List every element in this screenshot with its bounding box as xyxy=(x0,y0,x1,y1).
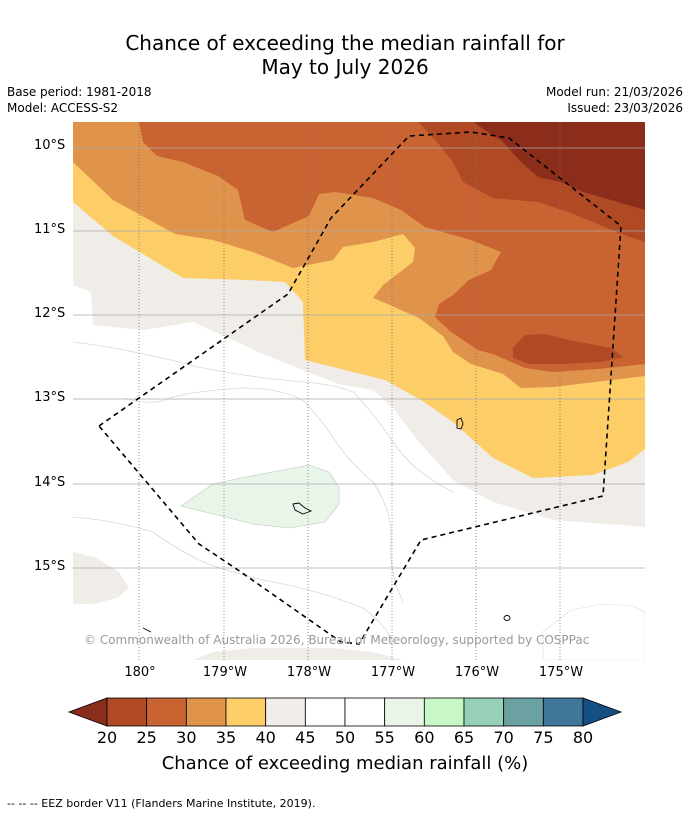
colorbar-extend-low xyxy=(67,697,108,727)
colorbar-tick: 60 xyxy=(414,728,435,747)
colorbar-cell xyxy=(542,697,584,727)
colorbar-cell xyxy=(384,697,425,727)
colorbar-tick: 80 xyxy=(572,728,594,747)
colorbar-tick: 45 xyxy=(295,728,316,747)
lat-label-11s: 11°S xyxy=(34,222,66,237)
base-period: Base period: 1981-2018 xyxy=(7,85,152,99)
contour-line xyxy=(124,387,404,603)
attribution: © Commonwealth of Australia 2026, Bureau… xyxy=(84,633,590,647)
contour-line xyxy=(73,341,454,493)
lat-label-15s: 15°S xyxy=(34,559,66,574)
colorbar-cell xyxy=(185,697,227,727)
map-title: Chance of exceeding the median rainfall … xyxy=(0,31,690,79)
island-outline xyxy=(503,615,511,621)
colorbar-cell xyxy=(503,697,544,727)
lon-label-176w: 176°W xyxy=(454,665,500,680)
gridlines xyxy=(73,122,645,660)
lat-label-14s: 14°S xyxy=(34,475,66,490)
region-45-50-southwest xyxy=(73,552,129,604)
contour-line xyxy=(73,516,394,643)
model-name: Model: ACCESS-S2 xyxy=(7,101,119,115)
colorbar-tick: 70 xyxy=(493,728,514,747)
lon-label-178w: 178°W xyxy=(286,665,332,680)
colorbar-tick: 20 xyxy=(96,728,118,747)
meta-right: Model run: 21/03/2026 Issued: 23/03/2026 xyxy=(546,84,683,116)
colorbar-tick: 40 xyxy=(255,728,276,747)
colorbar-cell xyxy=(225,697,267,727)
eez-border xyxy=(97,131,622,645)
colorbar-extend-high xyxy=(582,697,623,727)
colorbar-cell xyxy=(304,697,346,727)
colorbar-tick: 55 xyxy=(374,728,395,747)
colorbar-cell xyxy=(423,697,465,727)
colorbar-cell xyxy=(344,697,386,727)
title-line-2: May to July 2026 xyxy=(261,55,429,79)
colorbar-tick: 25 xyxy=(136,728,157,747)
colorbar-label: Chance of exceeding median rainfall (%) xyxy=(161,753,529,774)
title-line-1: Chance of exceeding the median rainfall … xyxy=(125,31,565,55)
colorbar-tick: 65 xyxy=(453,728,475,747)
region-20-25-blob xyxy=(513,334,623,364)
map-panel xyxy=(73,122,645,660)
region-45-50-southeast xyxy=(542,603,645,660)
eez-legend: -- -- -- EEZ border V11 (Flanders Marine… xyxy=(7,797,316,810)
lat-label-10s: 10°S xyxy=(34,138,66,153)
island-outline xyxy=(292,502,313,515)
lon-label-179w: 179°W xyxy=(202,665,248,680)
colorbar-cell xyxy=(106,697,148,727)
colorbar-tick: 35 xyxy=(215,728,237,747)
colorbar xyxy=(67,697,623,727)
island-outline xyxy=(142,627,152,633)
model-run: Model run: 21/03/2026 xyxy=(545,85,683,99)
colorbar-tick: 75 xyxy=(533,728,554,747)
lat-label-13s: 13°S xyxy=(34,390,66,405)
forecast-map xyxy=(73,122,645,660)
lon-label-175w: 175°W xyxy=(538,665,584,680)
island-outline xyxy=(456,417,464,430)
lat-label-12s: 12°S xyxy=(34,306,66,321)
colorbar-cell xyxy=(146,697,187,727)
lon-label-180: 180° xyxy=(124,665,156,680)
issued-date: Issued: 23/03/2026 xyxy=(567,101,683,115)
region-45-50-south xyxy=(193,648,403,660)
lon-label-177w: 177°W xyxy=(370,665,416,680)
colorbar-cell xyxy=(463,697,505,727)
colorbar-tick: 30 xyxy=(176,728,197,747)
meta-left: Base period: 1981-2018 Model: ACCESS-S2 xyxy=(7,84,152,116)
colorbar-cell xyxy=(265,697,306,727)
colorbar-tick: 50 xyxy=(334,728,356,747)
